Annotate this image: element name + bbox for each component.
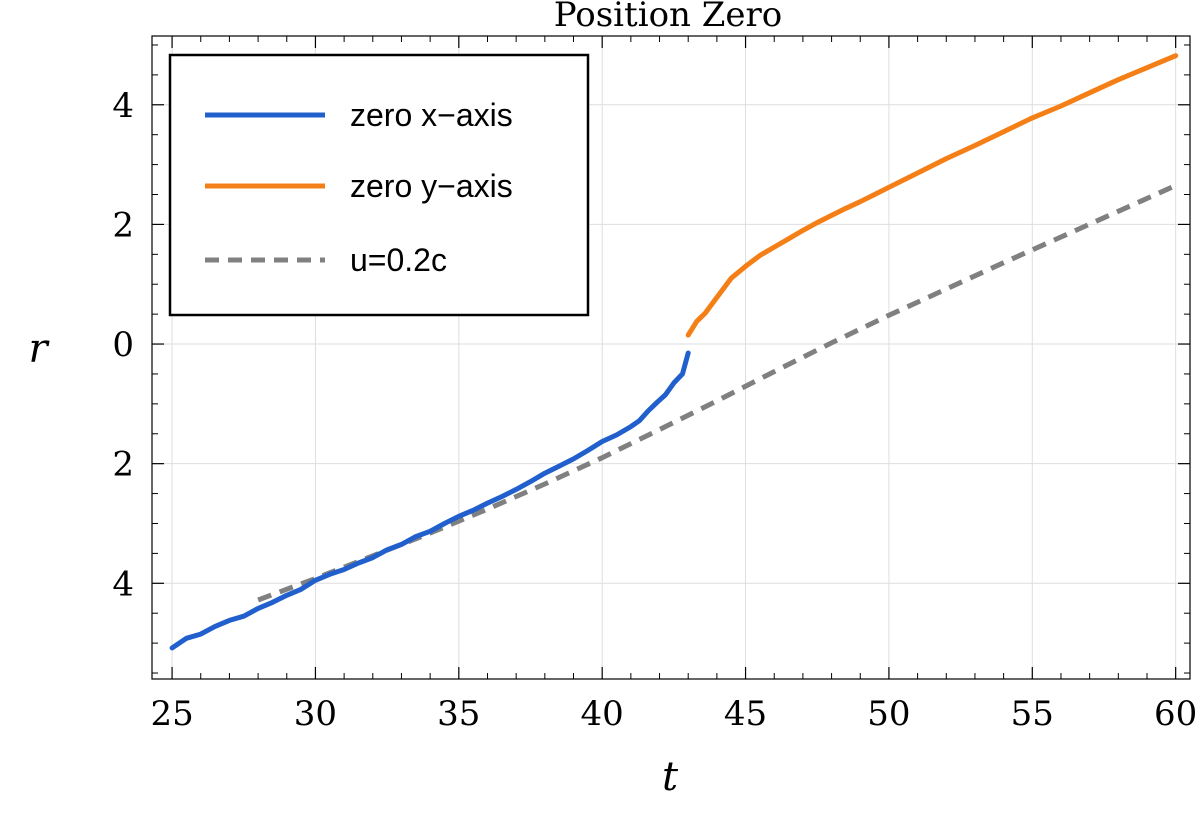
ticks (152, 36, 1190, 679)
series-line-zero-x-axis (169, 350, 691, 651)
chart-title: Position Zero (554, 0, 782, 35)
tick-labels: 25 30 35 40 45 50 55 60 4 2 0 2 4 (112, 86, 1196, 734)
legend: zero x−axis zero y−axis u=0.2c (168, 53, 590, 317)
legend-label-y-axis: zero y−axis (350, 168, 513, 204)
y-tick-label: 4 (112, 86, 134, 126)
x-axis-title: t (662, 754, 679, 800)
y-axis-title: r (28, 326, 50, 372)
legend-label-u: u=0.2c (350, 242, 447, 278)
x-tick-label: 55 (1011, 694, 1054, 734)
x-tick-label: 50 (867, 694, 910, 734)
x-tick-label: 45 (724, 694, 767, 734)
grid (152, 36, 1190, 679)
x-tick-label: 60 (1154, 694, 1196, 734)
y-tick-label: 4 (112, 564, 134, 604)
plot-frame (151, 35, 1191, 680)
x-tick-label: 35 (437, 694, 480, 734)
series-line-zero-y-axis (685, 53, 1179, 338)
y-tick-label: 0 (112, 325, 134, 365)
legend-label-x-axis: zero x−axis (350, 97, 513, 133)
series-layer (169, 53, 1179, 651)
y-tick-label: 2 (112, 445, 134, 485)
x-tick-label: 30 (294, 694, 337, 734)
x-tick-label: 25 (150, 694, 193, 734)
x-tick-label: 40 (581, 694, 624, 734)
y-tick-label: 2 (112, 205, 134, 245)
